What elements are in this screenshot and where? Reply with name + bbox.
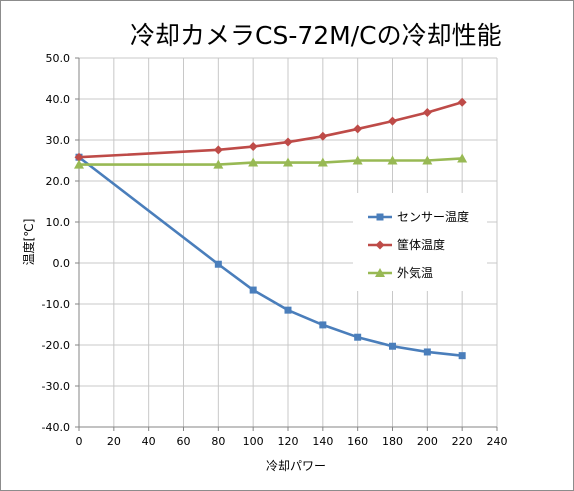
x-tick-label: 200 [417, 435, 438, 448]
legend-marker [376, 213, 384, 221]
data-point [213, 145, 223, 155]
data-point [283, 157, 293, 167]
legend-marker [375, 268, 385, 277]
data-point [74, 159, 84, 169]
series-1 [74, 97, 467, 162]
legend-item: 筐体温度 [368, 237, 445, 252]
chart-title: 冷却カメラCS-72M/Cの冷却性能 [130, 21, 502, 50]
y-tick-label: 10.0 [46, 216, 71, 229]
y-axis-title: 温度[℃] [21, 219, 36, 266]
legend-label: 外気温 [397, 265, 433, 280]
data-point [317, 157, 328, 167]
data-point [388, 116, 397, 126]
y-tick-label: 30.0 [46, 134, 71, 147]
legend-label: 筐体温度 [397, 237, 445, 252]
legend-box [353, 193, 487, 291]
y-tick-label: -10.0 [42, 298, 70, 311]
legend-marker [375, 240, 385, 250]
data-point [213, 159, 224, 169]
data-point [283, 137, 293, 147]
x-tick-label: 0 [76, 435, 83, 448]
data-point [387, 155, 398, 165]
x-tick-label: 100 [243, 435, 264, 448]
x-tick-label: 220 [452, 435, 473, 448]
legend-item: センサー温度 [368, 209, 469, 224]
data-point [422, 108, 432, 118]
legend-item: 外気温 [368, 265, 433, 280]
data-point [214, 260, 222, 268]
y-tick-label: 50.0 [46, 52, 71, 65]
y-tick-label: 40.0 [46, 93, 71, 106]
series-2 [74, 153, 468, 169]
data-point [352, 155, 363, 165]
x-tick-label: 60 [177, 435, 191, 448]
y-tick-label: 20.0 [46, 175, 71, 188]
x-tick-label: 180 [382, 435, 403, 448]
data-point [389, 342, 396, 350]
data-point [457, 97, 467, 107]
y-tick-label: 0.0 [53, 257, 71, 270]
x-tick-label: 20 [107, 435, 121, 448]
data-point [354, 333, 362, 341]
data-point [458, 352, 466, 360]
y-tick-label: -30.0 [42, 380, 70, 393]
x-tick-label: 140 [312, 435, 333, 448]
data-point [423, 348, 431, 356]
data-point [457, 153, 468, 163]
axes [75, 57, 498, 431]
x-tick-label: 240 [487, 435, 508, 448]
series-layer [74, 97, 468, 360]
data-point [319, 321, 327, 329]
data-point [248, 157, 259, 167]
data-point [248, 142, 258, 152]
data-point [318, 131, 328, 141]
data-point [353, 124, 363, 134]
x-tick-label: 80 [211, 435, 225, 448]
data-point [74, 152, 84, 162]
x-tick-label: 120 [278, 435, 299, 448]
y-tick-label: -40.0 [42, 421, 70, 434]
data-point [249, 286, 257, 294]
x-tick-label: 160 [347, 435, 368, 448]
x-axis-title: 冷却パワー [266, 459, 326, 473]
x-tick-label: 40 [142, 435, 156, 448]
x-tick-labels: 0 20 40 60 80 100 120 140 160 180 200 220 240 [76, 435, 508, 448]
y-tick-labels: 50.0 40.0 30.0 20.0 10.0 0.0 -10.0 -20.0 -30.0 -4… [42, 52, 70, 434]
legend-label: センサー温度 [397, 209, 469, 224]
y-tick-label: -20.0 [42, 339, 70, 352]
data-point [284, 306, 292, 314]
data-point [422, 155, 433, 165]
